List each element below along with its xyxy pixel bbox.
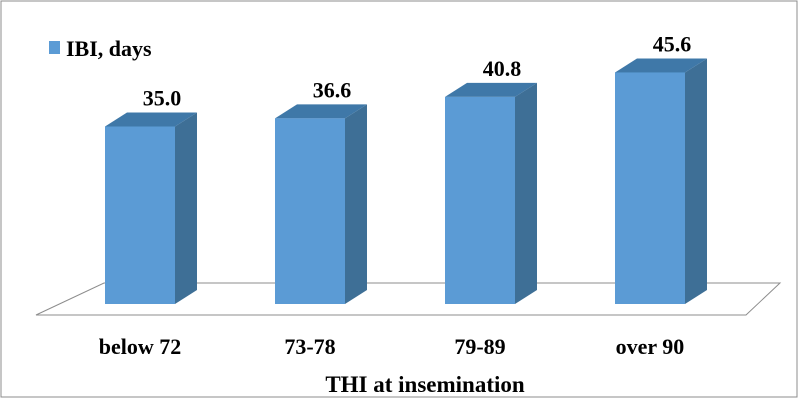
bar — [445, 82, 537, 304]
bar-front-face — [445, 96, 515, 304]
bar — [105, 112, 197, 304]
x-tick-label: over 90 — [616, 334, 685, 359]
bar-side-face — [685, 58, 707, 304]
bar-front-face — [275, 118, 345, 304]
bar-side-face — [515, 82, 537, 304]
bar — [275, 104, 367, 304]
data-label: 36.6 — [313, 77, 352, 102]
x-axis-title: THI at insemination — [325, 372, 525, 397]
legend-swatch — [49, 41, 60, 54]
bars-group: 35.0 36.6 40.8 45.6 — [105, 31, 707, 304]
data-label: 35.0 — [143, 86, 182, 111]
bar — [615, 58, 707, 304]
legend-label: IBI, days — [66, 36, 152, 61]
x-tick-label: below 72 — [99, 334, 182, 359]
bar-top-face — [105, 112, 197, 127]
bar-front-face — [105, 126, 175, 304]
bar-top-face — [445, 82, 537, 97]
chart-floor — [35, 282, 782, 316]
data-label: 40.8 — [483, 56, 522, 81]
bar-front-face — [615, 72, 685, 304]
bar-side-face — [345, 104, 367, 304]
category-labels: below 72 73-78 79-89 over 90 — [99, 334, 685, 359]
bar-top-face — [615, 58, 707, 73]
data-label: 45.6 — [653, 31, 692, 56]
x-tick-label: 73-78 — [284, 334, 335, 359]
bar-side-face — [175, 112, 197, 304]
x-tick-label: 79-89 — [454, 334, 505, 359]
bar-top-face — [275, 104, 367, 119]
